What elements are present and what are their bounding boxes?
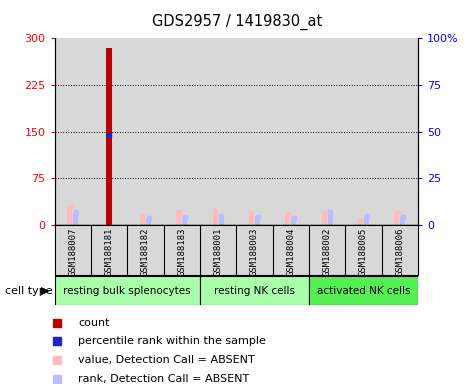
Bar: [249, 214, 254, 225]
Bar: [236, 38, 273, 225]
Text: GSM188002: GSM188002: [323, 227, 332, 275]
Bar: [309, 276, 418, 305]
Bar: [140, 216, 145, 225]
Bar: [328, 212, 333, 225]
Bar: [291, 218, 296, 225]
Text: count: count: [78, 318, 110, 328]
Text: GSM188006: GSM188006: [395, 227, 404, 275]
Bar: [364, 216, 369, 225]
Bar: [200, 276, 309, 305]
Bar: [255, 217, 260, 225]
Text: ▶: ▶: [41, 286, 50, 296]
Text: GDS2957 / 1419830_at: GDS2957 / 1419830_at: [152, 13, 323, 30]
Bar: [73, 212, 78, 225]
Bar: [400, 217, 406, 225]
Bar: [67, 207, 72, 225]
Bar: [91, 38, 127, 225]
Text: resting NK cells: resting NK cells: [214, 286, 295, 296]
Bar: [218, 216, 224, 225]
Text: GSM188183: GSM188183: [177, 227, 186, 275]
Bar: [309, 38, 345, 225]
Text: GSM188182: GSM188182: [141, 227, 150, 275]
Bar: [176, 212, 181, 225]
Bar: [55, 38, 91, 225]
Bar: [127, 38, 163, 225]
Text: rank, Detection Call = ABSENT: rank, Detection Call = ABSENT: [78, 374, 249, 384]
Bar: [358, 220, 363, 225]
Text: activated NK cells: activated NK cells: [317, 286, 410, 296]
Text: percentile rank within the sample: percentile rank within the sample: [78, 336, 266, 346]
Bar: [200, 38, 236, 225]
Text: GSM188001: GSM188001: [214, 227, 223, 275]
Text: GSM188007: GSM188007: [68, 227, 77, 275]
Text: GSM188181: GSM188181: [104, 227, 114, 275]
Bar: [381, 38, 418, 225]
Bar: [345, 38, 381, 225]
Bar: [285, 214, 290, 225]
Text: value, Detection Call = ABSENT: value, Detection Call = ABSENT: [78, 355, 255, 365]
Bar: [394, 214, 399, 225]
Bar: [182, 217, 188, 225]
Text: cell type: cell type: [5, 286, 52, 296]
Bar: [273, 38, 309, 225]
Bar: [55, 276, 200, 305]
Text: GSM188004: GSM188004: [286, 227, 295, 275]
Bar: [163, 38, 200, 225]
Bar: [212, 211, 218, 225]
Bar: [322, 214, 327, 225]
Bar: [106, 48, 112, 225]
Text: GSM188005: GSM188005: [359, 227, 368, 275]
Text: resting bulk splenocytes: resting bulk splenocytes: [64, 286, 191, 296]
Bar: [146, 218, 151, 225]
Text: GSM188003: GSM188003: [250, 227, 259, 275]
